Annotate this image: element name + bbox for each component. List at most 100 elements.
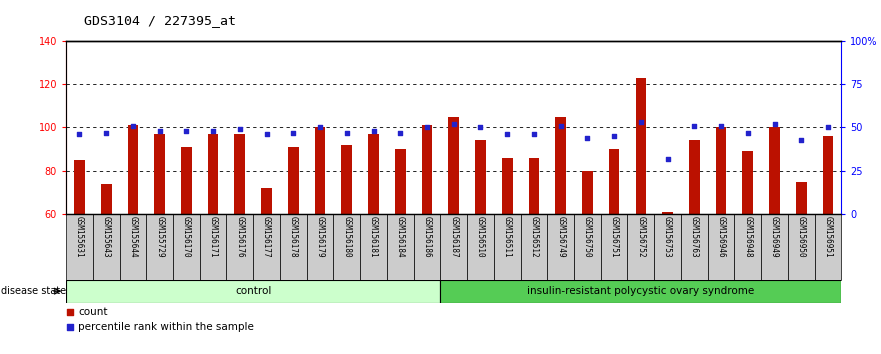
Bar	[743, 151, 753, 214]
Bar	[100, 184, 112, 214]
Bar	[226, 214, 253, 280]
Point	[553, 123, 567, 129]
Bar	[582, 171, 593, 214]
Bar	[448, 116, 459, 214]
Bar	[555, 116, 566, 214]
Bar	[262, 188, 272, 214]
Text: GSM156749: GSM156749	[556, 216, 565, 258]
Text: GSM156180: GSM156180	[343, 216, 352, 258]
Text: GSM156170: GSM156170	[181, 216, 191, 258]
Bar	[494, 214, 521, 280]
Bar	[815, 214, 841, 280]
Point	[72, 132, 86, 137]
Text: GSM156184: GSM156184	[396, 216, 404, 258]
Text: GSM156950: GSM156950	[796, 216, 806, 258]
Bar	[574, 214, 601, 280]
Text: GSM156951: GSM156951	[824, 216, 833, 258]
Bar	[547, 214, 574, 280]
Bar	[146, 214, 173, 280]
Text: GSM156176: GSM156176	[235, 216, 244, 258]
Bar	[173, 214, 200, 280]
Text: GSM156171: GSM156171	[209, 216, 218, 258]
Point	[286, 130, 300, 136]
Text: percentile rank within the sample: percentile rank within the sample	[78, 321, 254, 332]
Point	[633, 119, 648, 125]
Point	[661, 156, 675, 161]
Bar	[66, 214, 93, 280]
Bar	[769, 127, 780, 214]
Point	[714, 123, 728, 129]
Bar	[475, 141, 485, 214]
Bar	[601, 214, 627, 280]
Bar	[529, 158, 539, 214]
Bar	[735, 214, 761, 280]
Point	[393, 130, 407, 136]
Bar	[234, 134, 245, 214]
Text: GSM156510: GSM156510	[476, 216, 485, 258]
Text: GSM156178: GSM156178	[289, 216, 298, 258]
Point	[741, 130, 755, 136]
Bar	[422, 125, 433, 214]
Text: GSM156948: GSM156948	[744, 216, 752, 258]
Bar	[707, 214, 735, 280]
Bar	[280, 214, 307, 280]
Bar	[288, 147, 299, 214]
Bar	[307, 214, 333, 280]
Bar	[467, 214, 494, 280]
Text: GSM156511: GSM156511	[503, 216, 512, 258]
Point	[180, 128, 194, 134]
Bar	[93, 214, 120, 280]
Bar	[823, 136, 833, 214]
Point	[206, 128, 220, 134]
Text: GSM156946: GSM156946	[716, 216, 726, 258]
Text: GSM156186: GSM156186	[423, 216, 432, 258]
Text: count: count	[78, 307, 107, 318]
Text: GSM156750: GSM156750	[583, 216, 592, 258]
Bar	[681, 214, 707, 280]
Text: GSM156181: GSM156181	[369, 216, 378, 258]
Point	[233, 126, 247, 132]
Text: GSM156752: GSM156752	[636, 216, 646, 258]
Bar	[655, 214, 681, 280]
Text: GDS3104 / 227395_at: GDS3104 / 227395_at	[84, 14, 236, 27]
Text: control: control	[235, 286, 271, 296]
Text: GSM155729: GSM155729	[155, 216, 164, 258]
Point	[687, 123, 701, 129]
Text: GSM155644: GSM155644	[129, 216, 137, 258]
Bar	[181, 147, 192, 214]
Point	[63, 324, 78, 329]
Point	[366, 128, 381, 134]
Point	[794, 137, 808, 142]
Bar	[66, 280, 440, 303]
Text: GSM155643: GSM155643	[101, 216, 111, 258]
Text: GSM156179: GSM156179	[315, 216, 324, 258]
Bar	[253, 214, 280, 280]
Bar	[360, 214, 387, 280]
Text: GSM156949: GSM156949	[770, 216, 779, 258]
Bar	[609, 149, 619, 214]
Bar	[627, 214, 655, 280]
Bar	[208, 134, 218, 214]
Text: GSM155631: GSM155631	[75, 216, 84, 258]
Bar	[154, 134, 165, 214]
Point	[821, 125, 835, 130]
Bar	[333, 214, 360, 280]
Bar	[368, 134, 379, 214]
Text: GSM156753: GSM156753	[663, 216, 672, 258]
Point	[767, 121, 781, 127]
Text: insulin-resistant polycystic ovary syndrome: insulin-resistant polycystic ovary syndr…	[527, 286, 754, 296]
Point	[340, 130, 354, 136]
Bar	[502, 158, 513, 214]
Point	[313, 125, 327, 130]
Text: GSM156187: GSM156187	[449, 216, 458, 258]
Bar	[120, 214, 146, 280]
Point	[152, 128, 167, 134]
Text: GSM156177: GSM156177	[262, 216, 271, 258]
Bar	[521, 214, 547, 280]
Point	[260, 132, 274, 137]
Bar	[413, 214, 440, 280]
Bar	[387, 214, 413, 280]
Bar	[200, 214, 226, 280]
Bar	[128, 125, 138, 214]
Point	[607, 133, 621, 139]
